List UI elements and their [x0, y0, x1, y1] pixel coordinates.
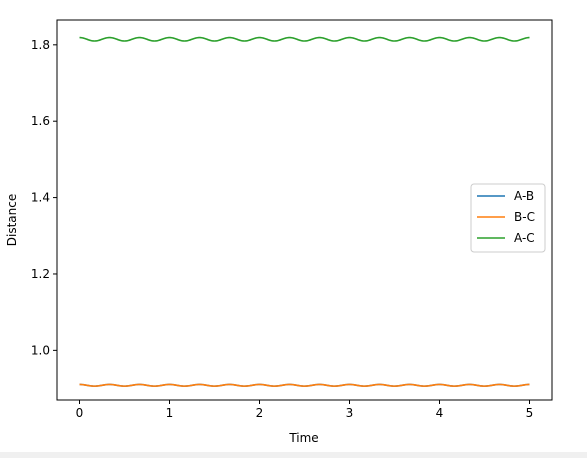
x-axis: 0 1 2 3 4 5 — [76, 400, 534, 420]
x-tick-label: 5 — [526, 406, 534, 420]
series-layer — [79, 36, 530, 387]
x-tick-label: 0 — [76, 406, 84, 420]
x-tick-label: 4 — [436, 406, 444, 420]
y-axis-label: Distance — [5, 194, 19, 246]
x-tick-label: 1 — [166, 406, 174, 420]
window-bottom-strip — [0, 452, 587, 458]
x-tick-label: 2 — [256, 406, 264, 420]
series-line-b-c — [79, 383, 530, 387]
legend-label-a-b: A-B — [514, 189, 534, 203]
plot-frame — [56, 19, 553, 401]
legend-frame — [470, 183, 546, 253]
y-tick-label: 1.4 — [31, 191, 50, 205]
y-tick-label: 1.0 — [31, 343, 50, 357]
y-axis: 1.0 1.2 1.4 1.6 1.8 — [31, 38, 57, 357]
x-tick-label: 3 — [346, 406, 354, 420]
y-tick-label: 1.6 — [31, 114, 50, 128]
y-tick-label: 1.8 — [31, 38, 50, 52]
plot-area — [56, 19, 553, 401]
x-axis-label: Time — [288, 431, 318, 445]
legend: A-B B-C A-C — [470, 183, 546, 253]
y-tick-label: 1.2 — [31, 267, 50, 281]
legend-label-b-c: B-C — [514, 210, 535, 224]
legend-label-a-c: A-C — [514, 231, 535, 245]
series-line-a-c — [79, 36, 530, 42]
